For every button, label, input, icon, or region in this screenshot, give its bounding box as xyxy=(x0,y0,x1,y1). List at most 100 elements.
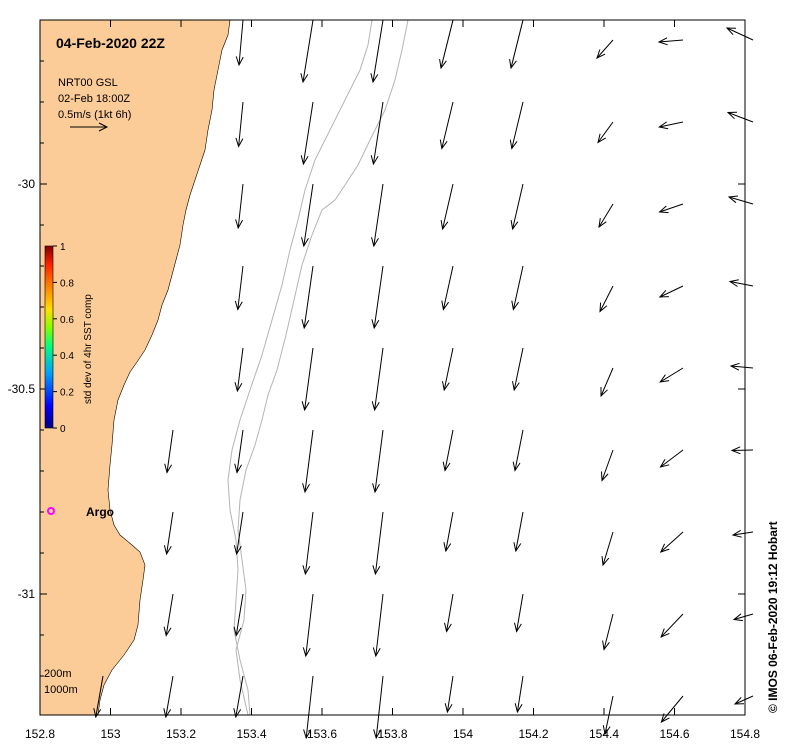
x-tick: 154 xyxy=(453,20,473,741)
current-arrow xyxy=(301,183,314,248)
current-arrow xyxy=(371,183,384,248)
current-arrow xyxy=(234,429,244,474)
x-tick-label: 154.6 xyxy=(659,727,689,741)
legend-product: NRT00 GSL xyxy=(58,77,118,89)
current-arrow xyxy=(372,593,384,658)
x-tick-label: 153.2 xyxy=(166,727,196,741)
current-arrow xyxy=(163,593,174,637)
current-arrow xyxy=(301,347,314,412)
y-tick-label: -30.5 xyxy=(8,382,36,396)
current-arrow xyxy=(602,613,614,651)
current-arrow xyxy=(598,203,614,229)
scale-arrow xyxy=(70,122,109,132)
current-arrow xyxy=(731,529,754,538)
current-arrow xyxy=(372,429,384,494)
current-arrow xyxy=(442,429,454,472)
current-arrow xyxy=(373,675,384,740)
argo-float-marker xyxy=(47,507,55,515)
x-axis: 152.8 153 153.2 153.4 153.6 153.8 154 154.2 154.… xyxy=(25,20,760,741)
current-arrow xyxy=(233,511,244,556)
current-arrow xyxy=(514,675,524,714)
colorbar-tick-label: 0.4 xyxy=(60,351,74,362)
x-tick: 154.8 xyxy=(730,20,760,741)
current-arrow xyxy=(233,593,244,637)
coastline-land xyxy=(39,19,231,716)
credit-label: © IMOS 06-Feb-2020 19:12 Hobart xyxy=(766,521,780,713)
current-arrow xyxy=(300,19,314,84)
current-arrow xyxy=(509,101,524,150)
current-arrow xyxy=(513,511,524,553)
current-arrow xyxy=(442,347,454,392)
current-arrow xyxy=(439,101,454,150)
x-tick-label: 152.8 xyxy=(25,727,55,741)
current-arrow xyxy=(729,362,754,371)
x-tick: 153.6 xyxy=(307,20,337,741)
x-tick: 153 xyxy=(100,20,121,741)
colorbar-label: std dev of 4hr SST comp xyxy=(83,294,94,404)
current-arrow xyxy=(509,19,524,70)
colorbar-tick-label: 0.8 xyxy=(60,278,74,289)
x-tick: 154.4 xyxy=(589,20,619,741)
x-tick: 153.8 xyxy=(377,20,408,741)
current-arrow xyxy=(93,675,104,719)
current-arrow xyxy=(660,613,684,638)
current-arrow xyxy=(439,19,454,70)
x-tick-label: 153.6 xyxy=(307,727,337,741)
contour-label-1000m: 1000m xyxy=(44,684,78,696)
current-arrow xyxy=(514,593,524,633)
current-arrow xyxy=(658,203,684,214)
current-arrow xyxy=(725,27,754,41)
current-arrow xyxy=(600,367,614,398)
x-tick: 154.2 xyxy=(518,20,549,741)
current-arrow xyxy=(659,449,684,468)
contour-1000m xyxy=(235,19,409,716)
map-title: 04-Feb-2020 22Z xyxy=(56,35,165,51)
current-arrow xyxy=(303,675,314,740)
current-arrow xyxy=(302,593,314,658)
current-arrow xyxy=(302,429,314,494)
current-arrow xyxy=(301,265,314,330)
current-arrow xyxy=(234,265,244,311)
current-arrow xyxy=(163,511,174,556)
argo-label: Argo xyxy=(86,505,114,519)
x-tick: 153.4 xyxy=(236,20,267,741)
current-arrow xyxy=(658,121,684,130)
current-arrow xyxy=(596,39,614,59)
colorbar-tick-label: 0 xyxy=(60,424,66,435)
current-arrow xyxy=(441,265,454,311)
x-tick-label: 153.8 xyxy=(377,727,407,741)
current-arrow xyxy=(657,37,684,46)
current-arrow xyxy=(371,265,384,330)
current-arrow xyxy=(444,593,454,633)
current-arrow xyxy=(658,285,684,298)
current-arrow xyxy=(601,449,614,482)
current-arrow xyxy=(597,121,614,144)
current-arrow xyxy=(300,101,314,166)
contour-label-200m: 200m xyxy=(44,668,72,680)
current-arrow xyxy=(163,675,174,719)
colorbar-tick-label: 0.2 xyxy=(60,388,74,399)
current-arrow xyxy=(512,347,524,392)
current-arrow xyxy=(601,531,614,567)
colorbar-ticks: 1 0.8 0.6 0.4 0.2 0 xyxy=(53,242,74,435)
y-tick-label: -31 xyxy=(18,587,36,601)
current-arrow xyxy=(733,695,754,705)
current-arrow xyxy=(235,19,244,67)
current-arrow xyxy=(512,429,524,472)
current-arrow xyxy=(730,446,754,455)
current-arrow xyxy=(370,101,384,166)
current-arrow xyxy=(510,183,524,231)
colorbar-tick-label: 1 xyxy=(60,242,66,253)
current-arrow xyxy=(233,675,244,719)
current-arrow xyxy=(728,279,754,287)
current-arrow xyxy=(302,511,314,576)
current-arrow xyxy=(235,101,244,148)
legend-time: 02-Feb 18:00Z xyxy=(58,93,130,105)
current-arrow xyxy=(732,613,754,622)
contour-200m xyxy=(227,19,373,716)
x-tick-label: 153 xyxy=(100,727,120,741)
current-arrow xyxy=(659,367,684,383)
colorbar-tick-label: 0.6 xyxy=(60,315,74,326)
current-arrow xyxy=(440,183,454,231)
current-arrow xyxy=(726,111,754,123)
